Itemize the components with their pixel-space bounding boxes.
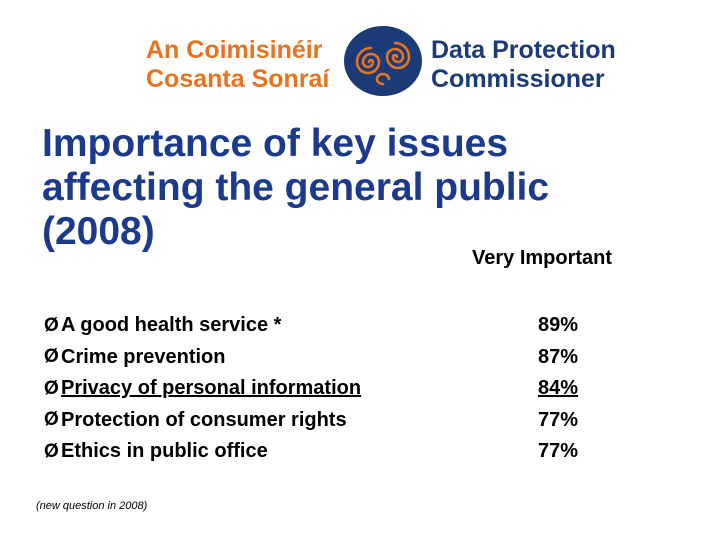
issue-label: Crime prevention [61, 345, 226, 368]
issue-label: Ethics in public office [61, 440, 268, 463]
column-header-very-important: Very Important [472, 247, 613, 269]
issue-label: Privacy of personal information [61, 377, 362, 400]
logo-english-line-2: Commissioner [431, 65, 605, 93]
arrow-bullet-icon: Ø [44, 409, 59, 431]
list-item: Ø Privacy of personal information [44, 373, 361, 405]
title-line-3: (2008) [42, 210, 155, 253]
percent-value: 87% [538, 345, 579, 368]
logo-irish-line-1: An Coimisinéir [146, 36, 323, 64]
percent-value: 77% [538, 440, 579, 462]
arrow-bullet-icon: Ø [44, 346, 59, 368]
percent-value: 89% [538, 314, 579, 336]
title-line-1: Importance of key issues [42, 122, 509, 165]
percent-value: 77% [538, 408, 579, 431]
arrow-bullet-icon: Ø [44, 440, 59, 462]
logo-english-text: Data Protection Commissioner [431, 36, 616, 94]
percent-values: 89% 87% 84% 77% 77% [538, 310, 578, 468]
list-item: Ø A good health service * [44, 310, 361, 342]
arrow-bullet-icon: Ø [44, 377, 59, 399]
logo-english-line-1: Data Protection [431, 36, 616, 64]
list-item: Ø Ethics in public office [44, 436, 361, 468]
percent-value: 84% [538, 377, 579, 399]
title-line-2: affecting the general public [42, 166, 550, 209]
list-item: Ø Protection of consumer rights [44, 405, 361, 437]
spiral-logo-icon [344, 26, 422, 96]
issue-label: A good health service * [61, 314, 282, 337]
logo-irish-text: An Coimisinéir Cosanta Sonraí [146, 36, 329, 94]
list-item: Ø Crime prevention [44, 342, 361, 374]
slide-title: Importance of key issues affecting the g… [42, 122, 682, 254]
footnote: (new question in 2008) [36, 500, 148, 512]
arrow-bullet-icon: Ø [44, 314, 59, 336]
dpc-logo: An Coimisinéir Cosanta Sonraí Data Prote… [0, 0, 720, 110]
issue-label: Protection of consumer rights [61, 408, 347, 431]
issues-list: Ø A good health service * Ø Crime preven… [44, 310, 361, 468]
logo-irish-line-2: Cosanta Sonraí [146, 65, 330, 93]
